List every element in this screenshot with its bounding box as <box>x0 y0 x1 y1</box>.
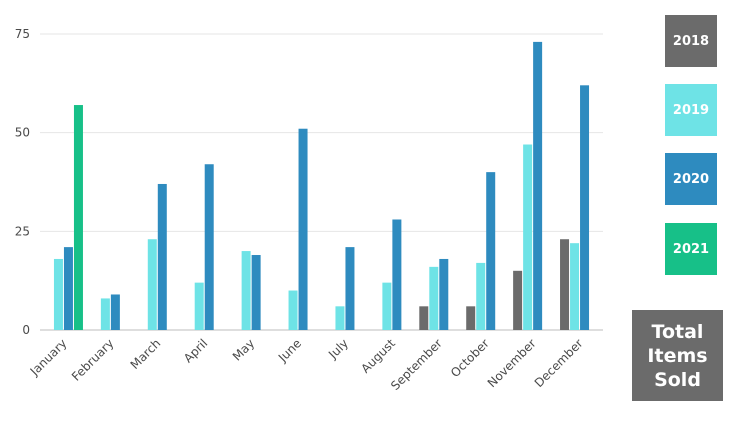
bar-2020-february <box>110 294 120 330</box>
x-tick-label: July <box>325 336 351 362</box>
x-tick-label: August <box>358 336 398 376</box>
bar-2019-december <box>570 243 580 330</box>
bar-2020-april <box>204 164 214 330</box>
x-tick-label: December <box>532 336 586 390</box>
bar-chart: 0 25 50 75 January February March April May June… <box>15 27 603 393</box>
bar-2020-november <box>533 41 543 330</box>
legend-item-2018: 2018 <box>665 15 717 67</box>
legend-item-2021: 2021 <box>665 223 717 275</box>
y-tick-label: 0 <box>22 323 30 337</box>
x-tick-label: September <box>388 336 445 393</box>
bar-2021-january <box>73 105 83 330</box>
bar-2020-december <box>580 85 590 330</box>
bar-2019-november <box>523 144 533 330</box>
bar-2020-may <box>251 255 261 330</box>
legend-item-2020: 2020 <box>665 153 717 205</box>
bar-2019-june <box>288 290 298 330</box>
bar-2020-march <box>157 183 167 330</box>
bar-2018-october <box>466 306 476 330</box>
bar-2019-may <box>241 251 251 330</box>
x-axis-tick-labels: January February March April May June July Augu… <box>27 336 586 393</box>
bar-2019-october <box>476 262 486 330</box>
bar-2019-july <box>335 306 345 330</box>
bar-2018-september <box>419 306 429 330</box>
x-tick-label: May <box>230 336 257 363</box>
bar-2020-august <box>392 219 402 330</box>
y-tick-label: 25 <box>15 224 30 238</box>
x-tick-label: March <box>128 336 164 372</box>
gridlines <box>40 33 603 331</box>
chart-title: Total Items Sold <box>632 310 723 401</box>
bar-2020-october <box>486 172 496 330</box>
bar-2019-february <box>100 298 110 330</box>
y-tick-label: 75 <box>15 27 30 41</box>
x-tick-label: April <box>181 336 210 365</box>
bar-2019-march <box>147 239 157 330</box>
bar-2019-january <box>53 258 63 330</box>
bar-2018-november <box>513 270 523 330</box>
x-tick-label: June <box>275 336 304 365</box>
bar-2019-april <box>194 282 204 330</box>
bar-2020-september <box>439 258 449 330</box>
bar-2020-july <box>345 247 355 330</box>
x-tick-label: October <box>448 336 492 380</box>
bar-2019-september <box>429 266 439 330</box>
bars <box>53 41 590 330</box>
y-tick-label: 50 <box>15 126 30 140</box>
x-tick-label: November <box>485 336 539 390</box>
legend-item-2019: 2019 <box>665 84 717 136</box>
bar-2018-december <box>560 239 570 330</box>
bar-2019-august <box>382 282 392 330</box>
x-tick-label: February <box>69 336 117 384</box>
y-axis-tick-labels: 0 25 50 75 <box>15 27 30 337</box>
x-tick-label: January <box>27 336 70 379</box>
bar-2020-june <box>298 128 308 330</box>
bar-2020-january <box>63 247 73 330</box>
